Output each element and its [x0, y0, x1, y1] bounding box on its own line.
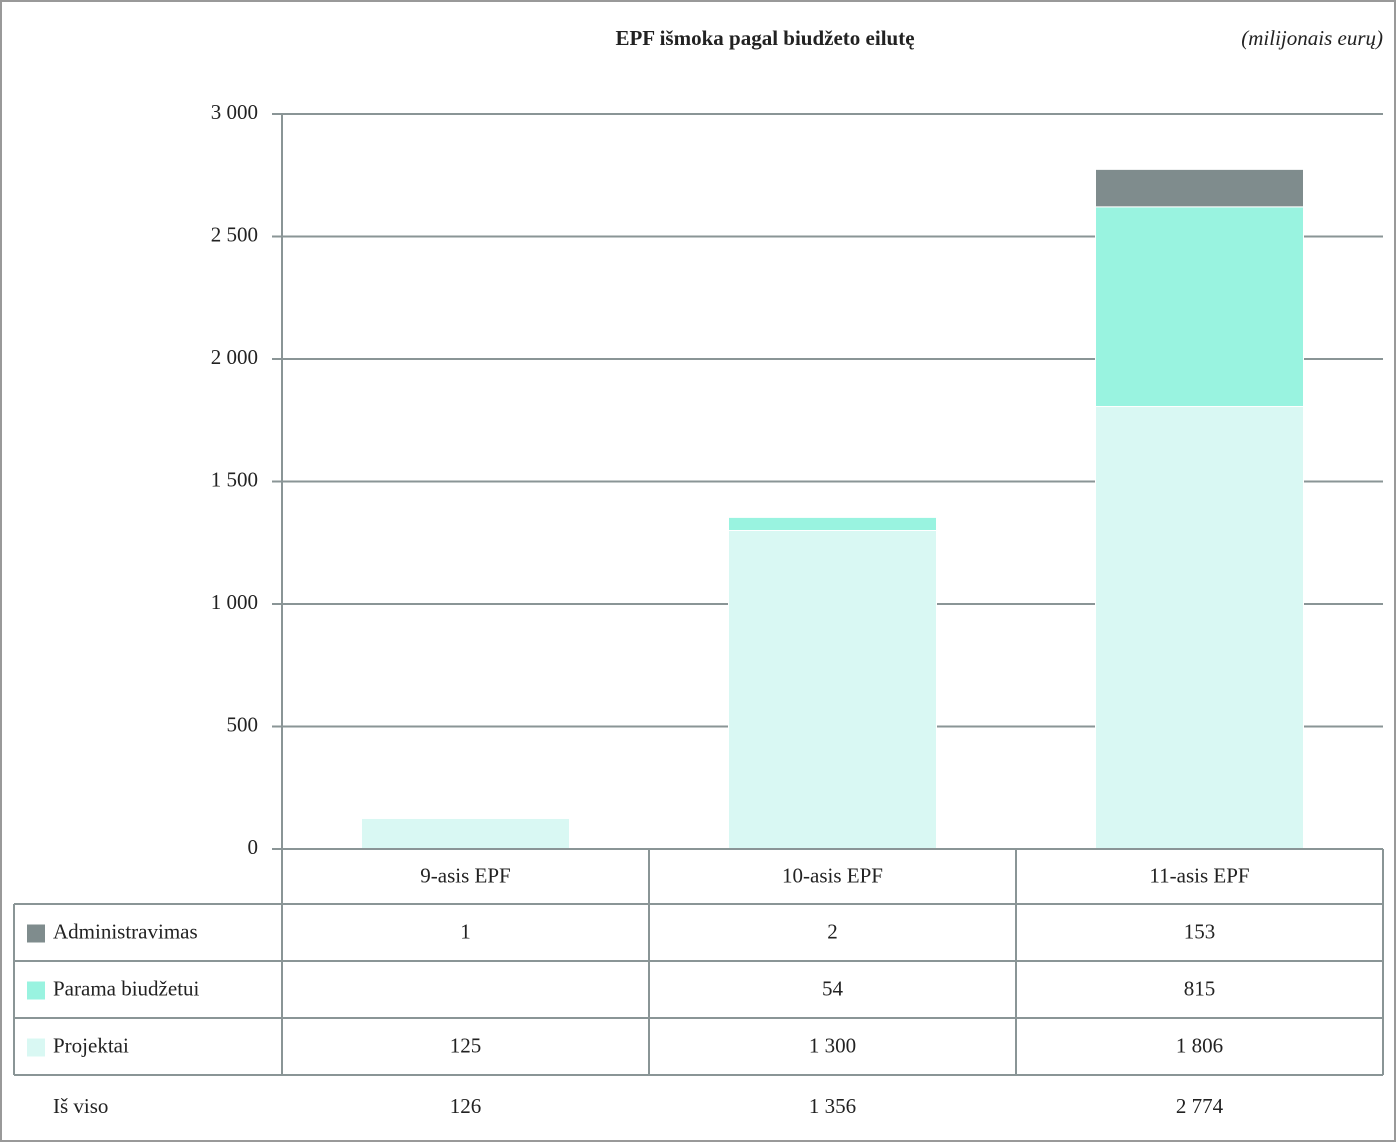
- y-tick-label: 3 000: [211, 100, 258, 124]
- table-value: 1 300: [809, 1033, 856, 1057]
- legend-swatch: [27, 981, 45, 1000]
- x-tick-label: 9-asis EPF: [420, 863, 510, 887]
- bar-segment: [1095, 168, 1304, 208]
- unit-label: (milijonais eurų): [1241, 26, 1383, 50]
- bar-segment: [728, 516, 937, 532]
- total-value: 2 774: [1176, 1094, 1224, 1118]
- y-tick-label: 0: [248, 835, 259, 859]
- total-value: 126: [450, 1094, 482, 1118]
- totals-label: Iš viso: [53, 1094, 108, 1118]
- bar-segment: [361, 817, 570, 850]
- x-tick-label: 10-asis EPF: [782, 863, 883, 887]
- bar-segment: [728, 530, 937, 850]
- total-value: 1 356: [809, 1094, 856, 1118]
- legend-label: Projektai: [53, 1033, 129, 1057]
- legend-label: Administravimas: [53, 919, 198, 943]
- table-value: 1: [460, 919, 471, 943]
- table-value: 125: [450, 1033, 482, 1057]
- chart-title: EPF išmoka pagal biudžeto eilutę: [615, 26, 914, 50]
- y-tick-label: 1 500: [211, 467, 258, 491]
- y-tick-label: 2 500: [211, 222, 258, 246]
- bar-segment: [1095, 406, 1304, 850]
- x-tick-label: 11-asis EPF: [1149, 863, 1249, 887]
- table-value: 153: [1184, 919, 1216, 943]
- y-tick-label: 2 000: [211, 345, 258, 369]
- bar-segment: [1095, 206, 1304, 408]
- legend-swatch: [27, 1038, 45, 1057]
- legend-label: Parama biudžetui: [53, 976, 200, 1000]
- table-value: 1 806: [1176, 1033, 1223, 1057]
- table-value: 54: [822, 976, 844, 1000]
- legend-swatch: [27, 924, 45, 943]
- y-tick-label: 500: [227, 712, 259, 736]
- table-value: 815: [1184, 976, 1216, 1000]
- y-tick-label: 1 000: [211, 590, 258, 614]
- table-value: 2: [827, 919, 838, 943]
